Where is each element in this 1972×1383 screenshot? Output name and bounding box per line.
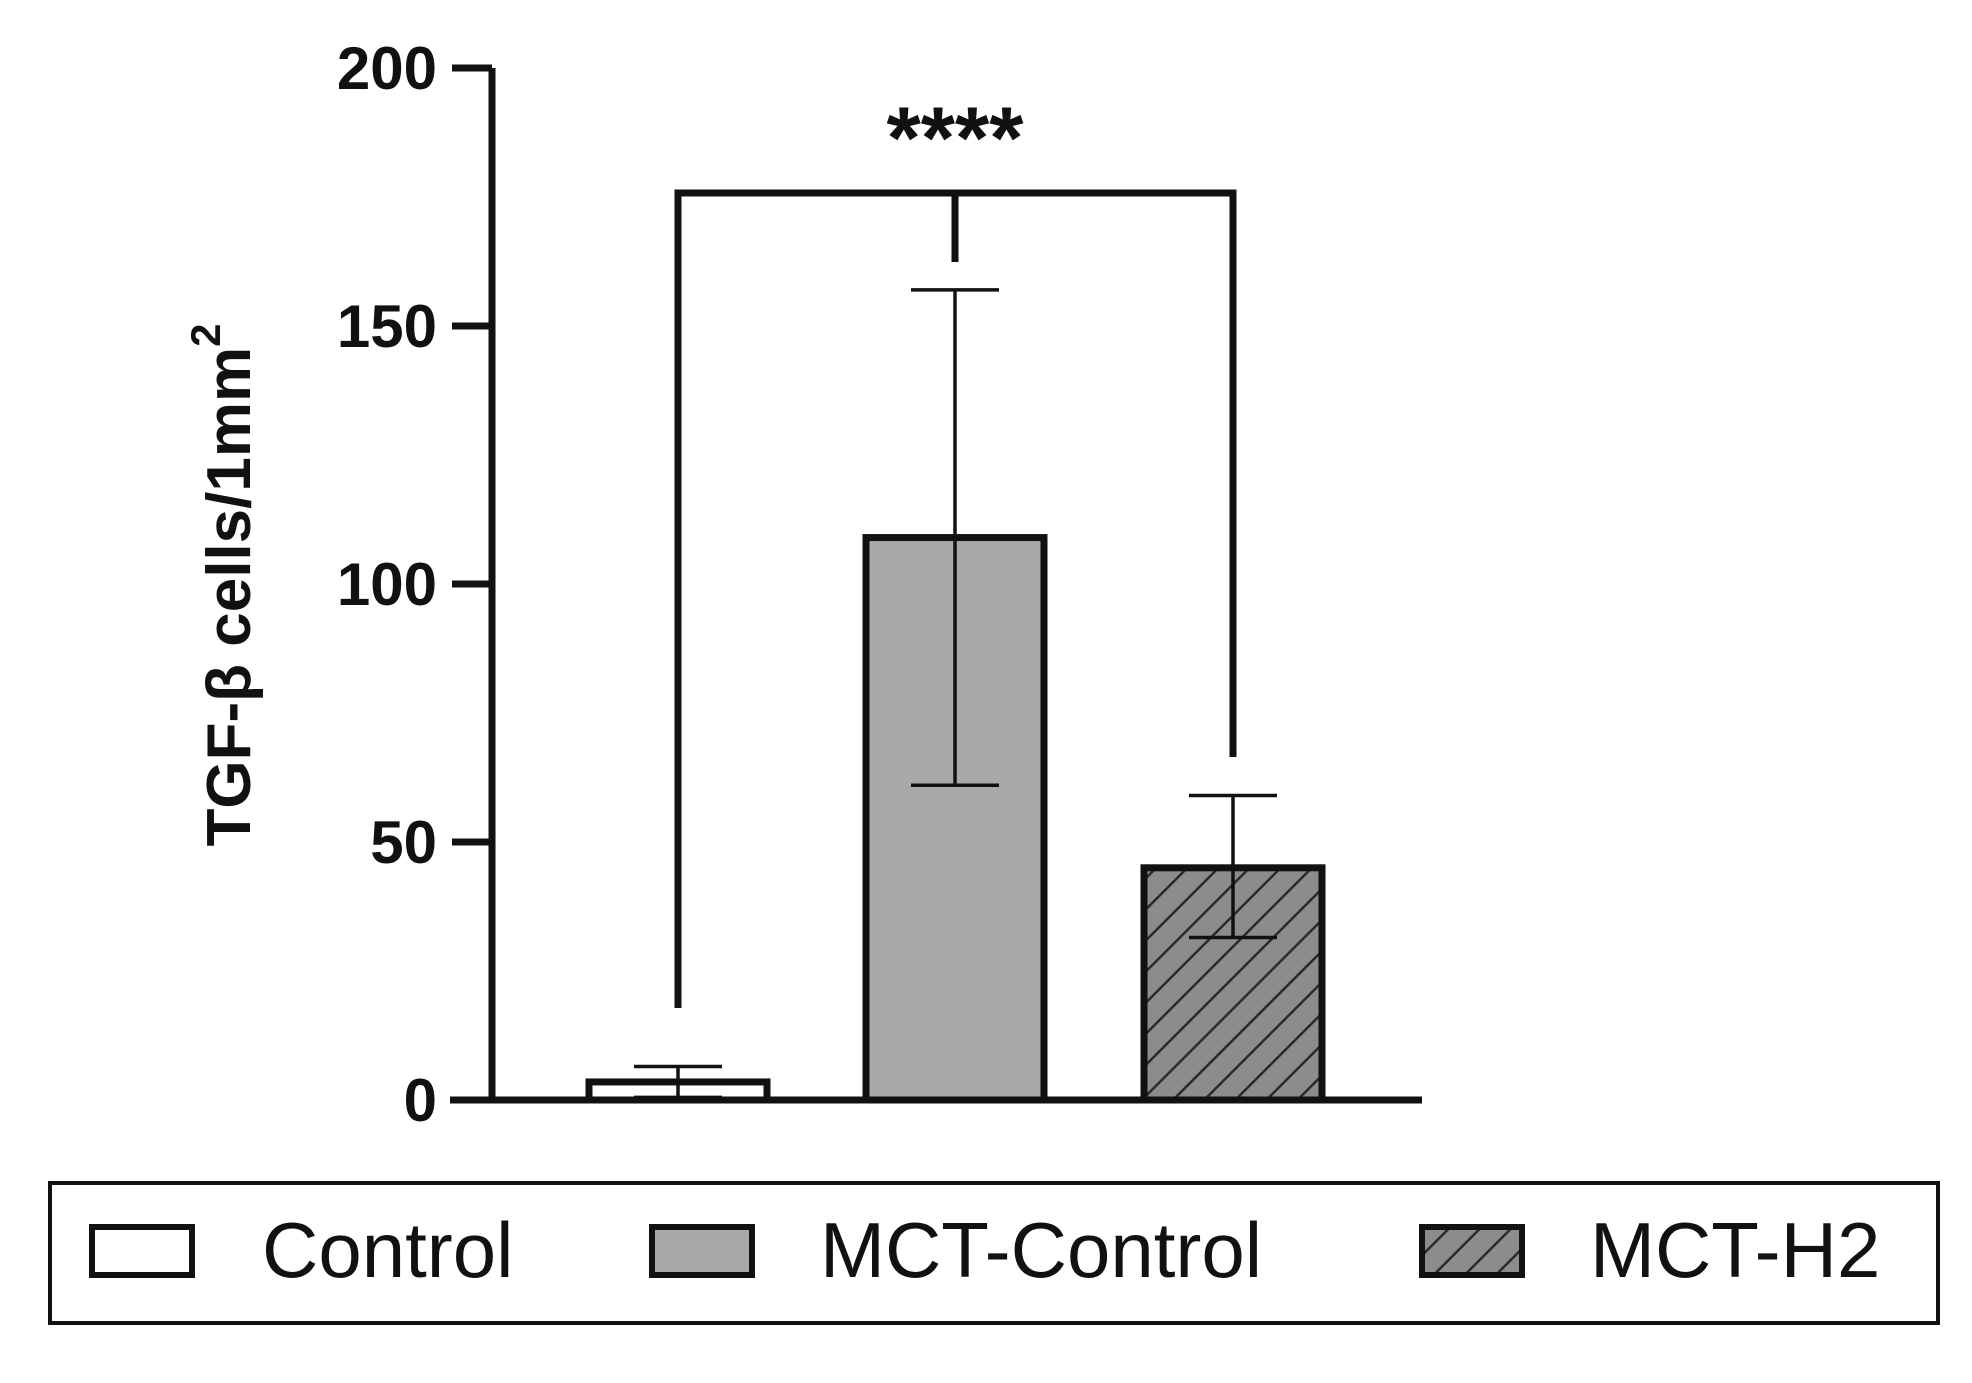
y-tick-label-100: 100 [337, 551, 437, 618]
legend-swatch-control [89, 1224, 195, 1278]
legend-swatch-mct-h2 [1419, 1224, 1525, 1278]
y-tick-label-200: 200 [337, 35, 437, 102]
y-axis-title-superscript: 2 [182, 324, 229, 347]
y-tick-label-150: 150 [337, 293, 437, 360]
bar-mct-control [862, 534, 1048, 1104]
y-tick-label-0: 0 [404, 1067, 437, 1134]
significance-label: **** [887, 88, 1025, 187]
legend-box [48, 1181, 1940, 1325]
legend-swatch-mct-control [649, 1224, 755, 1278]
legend-label-mct-h2: MCT-H2 [1590, 1206, 1880, 1294]
legend-label-mct-control: MCT-Control [820, 1206, 1262, 1294]
y-axis-title: TGF-β cells/1mm2 [182, 324, 264, 847]
y-tick-label-50: 50 [370, 809, 437, 876]
legend-label-control: Control [262, 1206, 513, 1294]
